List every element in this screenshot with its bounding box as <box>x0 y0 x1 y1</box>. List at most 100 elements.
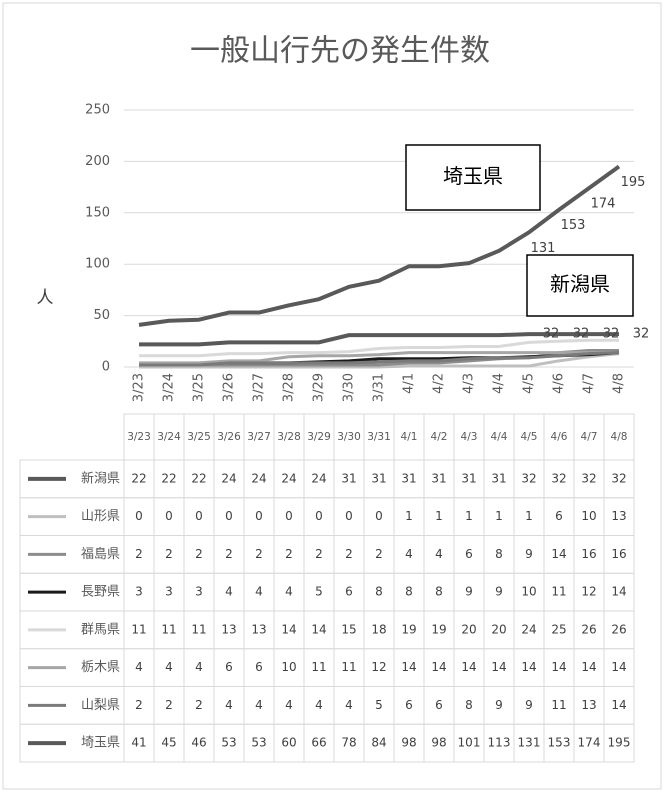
table-value: 9 <box>495 698 503 712</box>
table-value: 4 <box>225 585 233 599</box>
table-value: 5 <box>375 698 383 712</box>
table-value: 8 <box>495 547 503 561</box>
table-value: 53 <box>221 736 236 750</box>
table-value: 0 <box>135 509 143 523</box>
x-tick-label: 4/2 <box>432 373 447 394</box>
table-value: 8 <box>405 585 413 599</box>
table-value: 4 <box>255 585 263 599</box>
x-tick-label: 4/3 <box>462 373 477 394</box>
table-value: 24 <box>311 471 326 485</box>
annotation: 新潟県 <box>550 272 610 296</box>
x-tick-label: 3/25 <box>192 373 207 402</box>
table-value: 78 <box>341 736 356 750</box>
table-value: 98 <box>401 736 416 750</box>
table-value: 0 <box>345 509 353 523</box>
table-value: 4 <box>165 660 173 674</box>
table-value: 195 <box>608 736 631 750</box>
table-value: 66 <box>311 736 326 750</box>
data-label: 32 <box>633 327 650 342</box>
table-value: 4 <box>225 698 233 712</box>
table-value: 98 <box>431 736 446 750</box>
legend-label: 山形県 <box>81 509 120 524</box>
table-value: 32 <box>521 471 536 485</box>
table-value: 9 <box>525 698 533 712</box>
table-value: 20 <box>491 622 506 636</box>
legend-label: 埼玉県 <box>81 736 120 751</box>
series-line <box>139 351 620 367</box>
annotation-box <box>526 254 634 317</box>
table-value: 2 <box>255 547 263 561</box>
table-header: 3/29 <box>307 431 331 443</box>
table-value: 53 <box>251 736 266 750</box>
table-header: 4/8 <box>611 431 628 443</box>
table-header: 3/27 <box>247 431 271 443</box>
table-value: 11 <box>551 585 566 599</box>
table-value: 31 <box>461 471 476 485</box>
table-header: 4/6 <box>551 431 568 443</box>
table-value: 16 <box>581 547 596 561</box>
table-value: 22 <box>161 471 176 485</box>
table-value: 4 <box>435 547 443 561</box>
table-value: 12 <box>371 660 386 674</box>
table-value: 13 <box>611 509 626 523</box>
series-line <box>139 352 620 369</box>
legend-label: 山梨県 <box>81 698 120 713</box>
table-value: 0 <box>255 509 263 523</box>
table-value: 6 <box>225 660 233 674</box>
x-tick-label: 3/26 <box>222 373 237 402</box>
table-value: 41 <box>131 736 146 750</box>
table-value: 18 <box>371 622 386 636</box>
x-tick-label: 4/6 <box>552 373 567 394</box>
table-value: 2 <box>135 547 143 561</box>
y-axis-label: 人 <box>37 288 54 308</box>
table-value: 14 <box>491 660 506 674</box>
table-value: 1 <box>525 509 533 523</box>
x-tick-label: 3/29 <box>312 373 327 402</box>
table-value: 4 <box>285 698 293 712</box>
table-value: 0 <box>225 509 233 523</box>
table-value: 6 <box>405 698 413 712</box>
table-value: 31 <box>491 471 506 485</box>
table-header: 3/26 <box>217 431 241 443</box>
data-label: 32 <box>573 327 590 342</box>
legend-label: 群馬県 <box>81 622 120 637</box>
table-value: 6 <box>465 547 473 561</box>
table-value: 0 <box>165 509 173 523</box>
table-header: 4/3 <box>461 431 478 443</box>
table-value: 11 <box>191 622 206 636</box>
y-tick-label: 150 <box>85 205 110 220</box>
table-value: 32 <box>611 471 626 485</box>
table-header: 3/24 <box>157 431 181 443</box>
table-value: 2 <box>135 698 143 712</box>
table-value: 32 <box>551 471 566 485</box>
table-value: 10 <box>581 509 596 523</box>
table-header: 4/4 <box>491 431 508 443</box>
legend-label: 福島県 <box>81 547 120 562</box>
legend-label: 長野県 <box>81 585 120 600</box>
table-value: 6 <box>345 585 353 599</box>
series-line <box>139 332 619 347</box>
table-value: 84 <box>371 736 386 750</box>
table-value: 60 <box>281 736 296 750</box>
chart-title: 一般山行先の発生件数 <box>190 34 490 69</box>
table-value: 2 <box>165 547 173 561</box>
table-value: 1 <box>435 509 443 523</box>
table-value: 2 <box>285 547 293 561</box>
x-tick-label: 3/30 <box>342 373 357 402</box>
table-value: 1 <box>465 509 473 523</box>
table-value: 14 <box>611 585 626 599</box>
table-value: 14 <box>611 660 626 674</box>
table-value: 5 <box>315 585 323 599</box>
x-tick-label: 3/31 <box>372 373 387 402</box>
table-value: 4 <box>285 585 293 599</box>
y-tick-label: 100 <box>85 257 110 272</box>
table-value: 4 <box>315 698 323 712</box>
table-value: 2 <box>345 547 353 561</box>
table-value: 2 <box>165 698 173 712</box>
table-value: 153 <box>548 736 571 750</box>
series-line <box>138 164 621 327</box>
table-value: 11 <box>161 622 176 636</box>
table-value: 174 <box>578 736 601 750</box>
